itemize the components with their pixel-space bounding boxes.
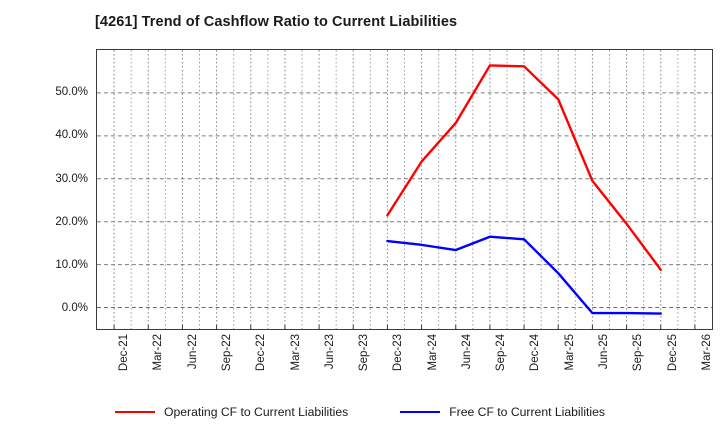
x-axis-tick-label: Dec-21 <box>118 334 131 372</box>
y-axis-tick-label: 30.0% <box>55 172 88 185</box>
x-axis-tick-label: Jun-23 <box>323 334 336 370</box>
x-axis-tick-label: Jun-25 <box>598 334 611 370</box>
legend-color-swatch <box>400 410 441 414</box>
y-axis-tick-label: 20.0% <box>55 215 88 228</box>
x-axis-tick-label: Sep-23 <box>358 334 371 372</box>
y-axis-tick-label: 0.0% <box>61 302 88 315</box>
legend-item[interactable]: Free CF to Current Liabilities <box>400 405 605 419</box>
x-axis-tick-label: Mar-22 <box>152 334 165 371</box>
series-lines <box>386 64 662 315</box>
x-axis-tick-label: Sep-22 <box>220 334 233 372</box>
grid-lines <box>97 50 712 329</box>
x-axis-tick-label: Dec-23 <box>392 334 405 372</box>
legend-item[interactable]: Operating CF to Current Liabilities <box>114 405 349 419</box>
x-axis-tick-label: Dec-22 <box>255 334 268 372</box>
y-axis-tick-label: 10.0% <box>55 259 88 272</box>
legend-item-label: Free CF to Current Liabilities <box>449 405 606 419</box>
legend-color-swatch <box>114 410 155 414</box>
legend-item-label: Operating CF to Current Liabilities <box>163 405 349 419</box>
x-axis-tick-label: Dec-25 <box>666 334 679 372</box>
y-axis-tick-label: 50.0% <box>55 86 88 99</box>
x-axis-tick-label: Jun-22 <box>186 334 199 370</box>
series-line <box>386 64 662 271</box>
x-axis-tick-label: Jun-24 <box>460 334 473 370</box>
x-axis-tick-label: Mar-26 <box>700 334 713 371</box>
x-axis-tick-label: Mar-25 <box>563 334 576 371</box>
x-axis-tick-label: Mar-24 <box>426 334 439 371</box>
x-axis-tick-label: Sep-25 <box>632 334 645 372</box>
plot-area <box>96 49 713 330</box>
x-axis-tick-label: Mar-23 <box>289 334 302 371</box>
chart-legend: Operating CF to Current Liabilities Free … <box>0 405 720 419</box>
series-line <box>386 235 662 315</box>
x-axis-tick-label: Sep-24 <box>495 334 508 372</box>
x-axis-tick-label: Dec-24 <box>529 334 542 372</box>
y-axis-tick-label: 40.0% <box>55 129 88 142</box>
x-axis-label-group: Dec-21 Mar-22 Jun-22 Sep-22 Dec-22 Mar-23 Jun-… <box>96 332 713 402</box>
page-title: [4261] Trend of Cashflow Ratio to Curren… <box>95 14 458 30</box>
y-axis-label-group: 0.0% 10.0% 20.0% 30.0% 40.0% 50.0% <box>0 49 88 330</box>
